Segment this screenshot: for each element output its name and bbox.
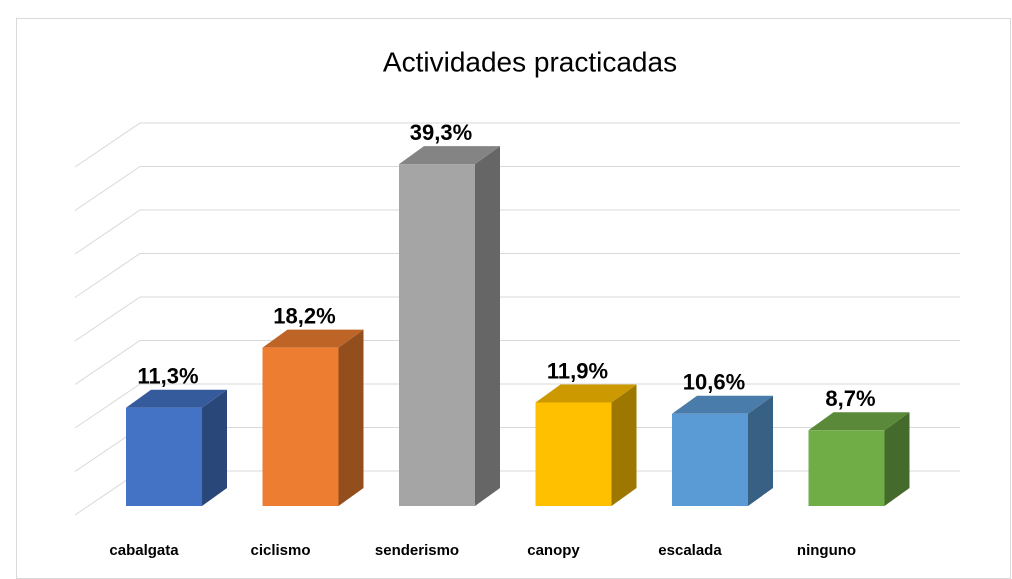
bar-top bbox=[262, 329, 364, 348]
chart-title: Actividades practicadas bbox=[383, 46, 677, 77]
x-tick-label: ninguno bbox=[797, 542, 856, 559]
x-tick-label: senderismo bbox=[375, 542, 459, 559]
grid-line bbox=[74, 209, 960, 255]
bar-top bbox=[672, 395, 773, 414]
bar-top bbox=[399, 146, 500, 165]
bar bbox=[262, 347, 339, 506]
grid-line bbox=[74, 253, 960, 298]
data-label: 11,3% bbox=[137, 364, 198, 389]
bar-side bbox=[611, 384, 637, 506]
bar-side bbox=[202, 389, 227, 506]
bar-side bbox=[748, 395, 773, 506]
grid-line bbox=[74, 166, 960, 211]
bar-side bbox=[338, 329, 364, 506]
bar bbox=[808, 430, 885, 506]
data-label: 39,3% bbox=[410, 120, 472, 145]
data-label: 11,9% bbox=[547, 358, 608, 383]
grid-line bbox=[74, 296, 960, 342]
bar-top bbox=[126, 389, 227, 408]
data-label: 8,7% bbox=[825, 386, 875, 411]
x-tick-label: escalada bbox=[658, 542, 722, 559]
data-label: 18,2% bbox=[273, 303, 335, 328]
bar bbox=[672, 413, 748, 506]
bar bbox=[399, 164, 475, 506]
bar bbox=[535, 402, 612, 506]
grid-line bbox=[74, 383, 960, 429]
bar-top bbox=[808, 412, 910, 431]
bar-side bbox=[475, 146, 500, 506]
bar-side bbox=[884, 412, 910, 506]
bar-top bbox=[535, 384, 637, 403]
grid-line bbox=[74, 340, 960, 385]
data-label: 10,6% bbox=[683, 370, 745, 395]
grid-line bbox=[74, 122, 960, 168]
x-tick-label: cabalgata bbox=[109, 542, 179, 559]
bar bbox=[126, 407, 202, 506]
x-tick-label: canopy bbox=[527, 542, 580, 559]
x-tick-label: ciclismo bbox=[250, 542, 310, 559]
